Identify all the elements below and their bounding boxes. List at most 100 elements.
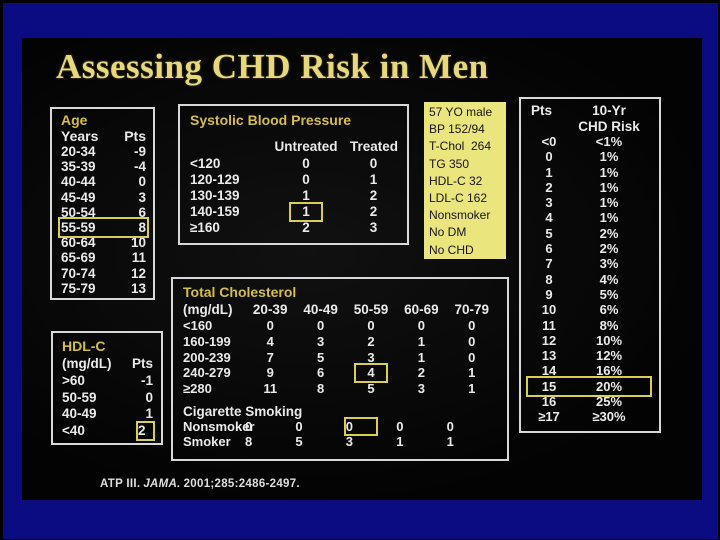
row-points: 5: [545, 225, 553, 241]
hdl-col-pts: Pts: [131, 356, 153, 371]
points-cell: 2: [302, 220, 310, 235]
table-row: 6 2%: [529, 241, 649, 256]
row-points: 11: [542, 317, 556, 333]
highlighted-points-cell: 1: [262, 202, 350, 222]
table-row: 10 6%: [529, 302, 649, 317]
points-cell: 1: [369, 172, 378, 187]
row-points: 7: [545, 256, 553, 272]
cholesterol-table: Total Cholesterol (mg/dL) 20-39 40-49 50…: [171, 277, 509, 461]
row-points: 8: [138, 220, 146, 236]
citation: ATP III. JAMA. 2001;285:2486-2497.: [100, 478, 303, 490]
row-range: 20-34: [61, 144, 96, 159]
row-points: 12: [541, 332, 557, 348]
row-risk: 4%: [599, 271, 619, 287]
row-range: 40-49: [62, 406, 97, 421]
table-row: 3 1%: [529, 195, 649, 210]
citation-source: ATP III.: [100, 478, 141, 490]
row-risk: <1%: [595, 134, 623, 149]
row-risk: 1%: [599, 210, 619, 226]
points-cell: 0: [302, 172, 310, 187]
points-cell: 5: [367, 381, 375, 397]
hdl-table-header: (mg/dL) Pts: [62, 355, 153, 373]
row-risk: 1%: [599, 164, 619, 180]
row-range: 75-79: [61, 280, 96, 296]
age-band-col: 20-39: [252, 302, 288, 317]
points-cell: 1: [468, 365, 476, 381]
table-row: Smoker 8 5 3 1 1: [183, 434, 497, 450]
points-cell: 0: [468, 349, 476, 365]
row-range: 120-129: [190, 172, 240, 187]
hdl-table-title: HDL-C: [62, 338, 106, 354]
row-points: 4: [545, 210, 553, 226]
table-row: 13 12%: [529, 348, 649, 363]
risk-table: Pts 10-Yr CHD Risk <0 <1% 0 1% 1 1% 2 1% 3 1%…: [519, 97, 661, 433]
row-points: ≥17: [538, 409, 560, 425]
highlighted-points-cell: 0: [343, 417, 396, 437]
row-points: 10: [130, 235, 146, 251]
points-cell: 0: [367, 318, 375, 333]
table-row: 65-69 11: [61, 250, 146, 265]
table-row: ≥280 11 8 5 3 1: [183, 381, 497, 397]
row-range: 70-74: [61, 265, 96, 281]
points-cell: 1: [417, 349, 425, 365]
points-cell: 0: [446, 418, 454, 434]
sbp-table-title: Systolic Blood Pressure: [190, 112, 352, 128]
row-label: Nonsmoker: [183, 418, 255, 434]
points-cell: 0: [245, 418, 253, 434]
row-range: 140-159: [190, 204, 240, 219]
table-row: 75-79 13: [61, 281, 146, 296]
highlighted-risk-row: 15 20%: [526, 375, 652, 398]
row-range: ≥160: [190, 220, 220, 235]
risk-col-line2: CHD Risk: [578, 118, 640, 134]
row-risk: 3%: [599, 256, 619, 272]
age-table-title: Age: [61, 112, 88, 128]
row-risk: 5%: [599, 286, 619, 302]
patient-line: LDL-C 162: [429, 191, 488, 206]
cholesterol-table-header: (mg/dL) 20-39 40-49 50-59 60-69 70-79: [183, 301, 497, 318]
row-points: 16: [541, 394, 557, 410]
age-col-years: Years: [61, 128, 99, 144]
spacer: [190, 138, 262, 156]
table-row: 60-64 10: [61, 235, 146, 250]
patient-line: No CHD: [429, 242, 474, 257]
table-row: 2 1%: [529, 180, 649, 195]
row-range: 200-239: [183, 349, 231, 365]
table-row: 4 1%: [529, 210, 649, 225]
row-risk: 1%: [599, 149, 619, 165]
patient-line: BP 152/94: [429, 122, 485, 137]
points-cell: 6: [316, 365, 325, 381]
risk-table-header: Pts 10-Yr CHD Risk: [529, 103, 649, 134]
table-row: 70-74 12: [61, 266, 146, 281]
row-range: 55-59: [61, 220, 96, 236]
sbp-col-untreated: Untreated: [274, 139, 338, 154]
row-label: Smoker: [183, 434, 231, 450]
table-row: 0 1%: [529, 149, 649, 164]
row-risk: 16%: [595, 363, 623, 379]
table-row: 50-59 0: [62, 390, 153, 407]
sbp-table: Systolic Blood Pressure Untreated Treate…: [178, 104, 409, 245]
points-cell: 8: [245, 434, 253, 450]
row-points: 0: [545, 149, 553, 165]
points-cell: 0: [468, 333, 476, 349]
age-band-col: 40-49: [303, 302, 338, 317]
table-row: 240-279 9 6 4 2 1: [183, 363, 497, 384]
points-cell: 0: [468, 318, 476, 333]
highlighted-points-cell: 4: [346, 363, 396, 384]
slide-canvas: Assessing CHD Risk in Men Age Years Pts …: [22, 38, 702, 500]
row-points: 3: [138, 189, 146, 205]
row-risk: ≥30%: [592, 409, 626, 425]
citation-ref: 2001;285:2486-2497.: [183, 478, 300, 490]
table-row: Nonsmoker 0 0 0 0 0: [183, 417, 497, 437]
row-points: 13: [541, 348, 557, 364]
smoking-section-title: Cigarette Smoking: [183, 403, 303, 419]
points-cell: 2: [369, 188, 378, 203]
row-points: 0: [138, 174, 146, 190]
table-row: 140-159 1 2: [190, 202, 397, 222]
table-row: 120-129 0 1: [190, 172, 397, 188]
row-risk: 1%: [599, 179, 619, 195]
points-cell: 1: [417, 333, 425, 349]
points-cell: 1: [396, 434, 404, 450]
patient-line: TG 350: [429, 156, 470, 171]
points-cell: 7: [266, 349, 274, 365]
highlighted-points-cell: 2: [136, 420, 155, 441]
